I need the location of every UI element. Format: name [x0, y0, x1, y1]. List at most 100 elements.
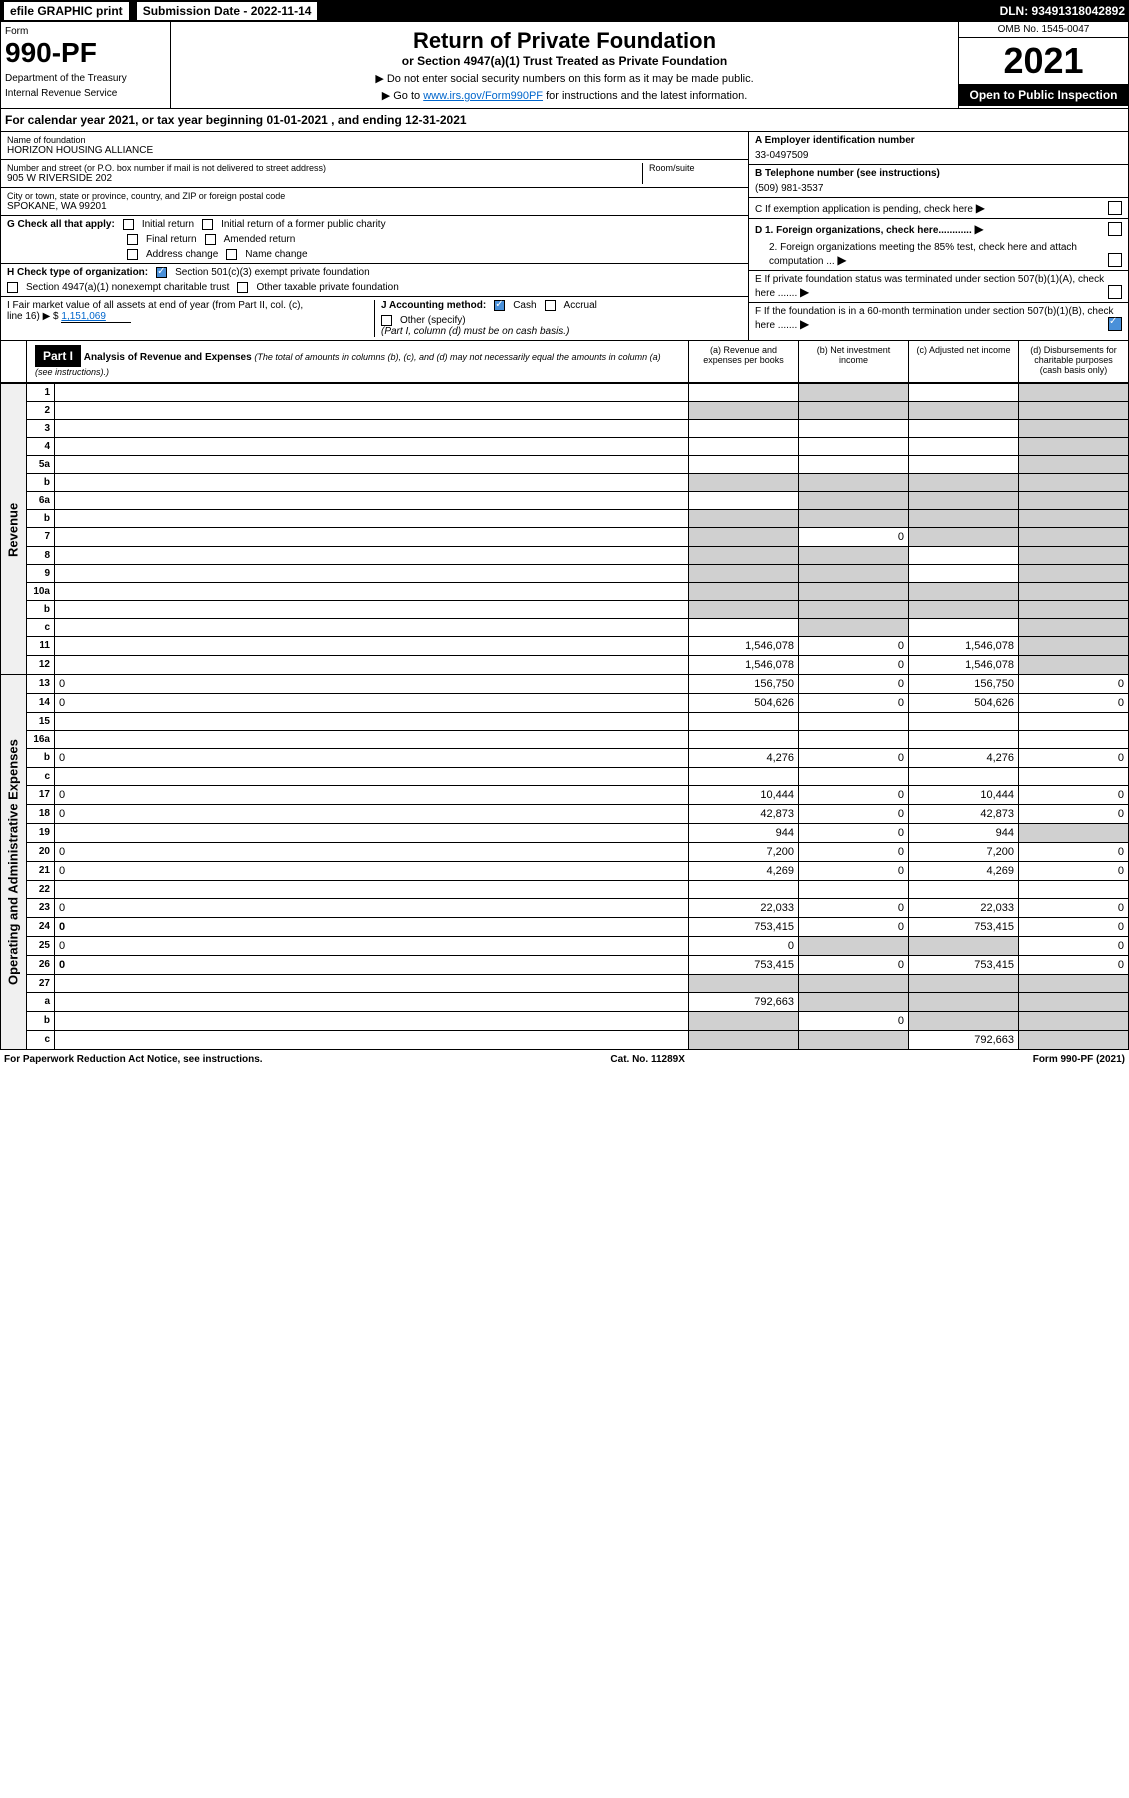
name-change-check[interactable]	[226, 249, 237, 260]
cell-d	[1019, 881, 1129, 899]
row-desc	[55, 975, 689, 993]
cell-b	[799, 474, 909, 492]
j-note: (Part I, column (d) must be on cash basi…	[381, 326, 742, 337]
c-checkbox[interactable]	[1108, 201, 1122, 215]
cell-c	[909, 456, 1019, 474]
accrual-check[interactable]	[545, 300, 556, 311]
cell-b: 0	[799, 786, 909, 805]
cell-d	[1019, 637, 1129, 656]
instr-1: ▶ Do not enter social security numbers o…	[177, 72, 952, 85]
ein-cell: A Employer identification number 33-0497…	[749, 132, 1128, 165]
cell-a	[689, 456, 799, 474]
form-header: Form 990-PF Department of the Treasury I…	[0, 22, 1129, 109]
row-desc	[55, 547, 689, 565]
address-change-check[interactable]	[127, 249, 138, 260]
row-desc	[55, 731, 689, 749]
d1-checkbox[interactable]	[1108, 222, 1122, 236]
cell-c	[909, 975, 1019, 993]
other-acct-check[interactable]	[381, 315, 392, 326]
table-row: 199440944	[1, 824, 1129, 843]
row-number: 10a	[27, 583, 55, 601]
row-number: 26	[27, 956, 55, 975]
initial-return-check[interactable]	[123, 219, 134, 230]
efile-badge: efile GRAPHIC print	[4, 2, 129, 20]
e-checkbox[interactable]	[1108, 285, 1122, 299]
row-number: 18	[27, 805, 55, 824]
cell-c	[909, 1012, 1019, 1031]
calendar-year: For calendar year 2021, or tax year begi…	[0, 109, 1129, 132]
footer-center: Cat. No. 11289X	[610, 1054, 684, 1065]
g-label: G Check all that apply:	[7, 219, 115, 230]
4947-check[interactable]	[7, 282, 18, 293]
cell-d	[1019, 547, 1129, 565]
instr2-pre: ▶ Go to	[382, 90, 423, 102]
row-desc	[55, 601, 689, 619]
col-b-head: (b) Net investment income	[798, 341, 908, 382]
cell-c	[909, 937, 1019, 956]
table-row: 121,546,07801,546,078	[1, 656, 1129, 675]
cell-c	[909, 510, 1019, 528]
cell-b: 0	[799, 694, 909, 713]
cell-c: 4,276	[909, 749, 1019, 768]
cell-a: 0	[689, 937, 799, 956]
g-check-cell: G Check all that apply: Initial return I…	[1, 216, 748, 264]
501c3-check[interactable]	[156, 267, 167, 278]
cell-a	[689, 768, 799, 786]
city-cell: City or town, state or province, country…	[1, 188, 748, 216]
header-left: Form 990-PF Department of the Treasury I…	[1, 22, 171, 108]
cell-b: 0	[799, 1012, 909, 1031]
row-number: b	[27, 1012, 55, 1031]
dln: DLN: 93491318042892	[1000, 4, 1125, 18]
d2-checkbox[interactable]	[1108, 253, 1122, 267]
row-desc: 0	[55, 694, 689, 713]
j-label: J Accounting method:	[381, 300, 486, 311]
form-link[interactable]: www.irs.gov/Form990PF	[423, 90, 543, 102]
cell-a	[689, 731, 799, 749]
other-taxable-check[interactable]	[237, 282, 248, 293]
table-row: 22	[1, 881, 1129, 899]
cell-c: 1,546,078	[909, 637, 1019, 656]
row-desc	[55, 474, 689, 492]
row-number: 19	[27, 824, 55, 843]
part1-title: Analysis of Revenue and Expenses	[84, 352, 252, 363]
cell-a: 1,546,078	[689, 656, 799, 675]
final-return-check[interactable]	[127, 234, 138, 245]
table-row: 17010,444010,4440	[1, 786, 1129, 805]
table-row: 8	[1, 547, 1129, 565]
g-opt-1: Initial return of a former public charit…	[221, 219, 386, 230]
col-d-head: (d) Disbursements for charitable purpose…	[1018, 341, 1128, 382]
i-label: I Fair market value of all assets at end…	[7, 300, 368, 311]
table-row: b	[1, 474, 1129, 492]
table-row: 240753,4150753,4150	[1, 918, 1129, 937]
amended-check[interactable]	[205, 234, 216, 245]
cell-b	[799, 937, 909, 956]
table-row: 6a	[1, 492, 1129, 510]
cell-d	[1019, 583, 1129, 601]
header-center: Return of Private Foundation or Section …	[171, 22, 958, 108]
table-row: c	[1, 768, 1129, 786]
f-checkbox[interactable]	[1108, 317, 1122, 331]
initial-former-check[interactable]	[202, 219, 213, 230]
cell-b	[799, 993, 909, 1012]
cash-check[interactable]	[494, 300, 505, 311]
row-desc	[55, 1031, 689, 1050]
open-public: Open to Public Inspection	[959, 84, 1128, 106]
table-row: 2	[1, 402, 1129, 420]
dept-treasury: Department of the Treasury	[5, 73, 166, 84]
row-desc: 0	[55, 786, 689, 805]
cell-a	[689, 881, 799, 899]
fmv-value[interactable]: 1,151,069	[61, 311, 131, 323]
cell-c: 753,415	[909, 956, 1019, 975]
table-row: Revenue1	[1, 384, 1129, 402]
cell-d: 0	[1019, 862, 1129, 881]
ein-value: 33-0497509	[755, 150, 1122, 161]
g-opt-2: Final return	[146, 234, 197, 245]
cell-d: 0	[1019, 899, 1129, 918]
cell-d	[1019, 824, 1129, 843]
row-desc	[55, 619, 689, 637]
table-row: c	[1, 619, 1129, 637]
cell-a	[689, 528, 799, 547]
cell-d	[1019, 474, 1129, 492]
cell-d	[1019, 619, 1129, 637]
i-line: line 16) ▶ $	[7, 311, 59, 322]
